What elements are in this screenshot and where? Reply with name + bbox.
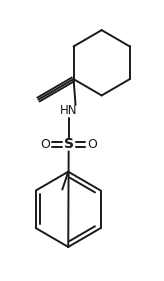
Text: O: O: [87, 138, 97, 151]
Text: O: O: [40, 138, 50, 151]
Text: S: S: [64, 137, 74, 151]
Text: HN: HN: [60, 104, 77, 117]
